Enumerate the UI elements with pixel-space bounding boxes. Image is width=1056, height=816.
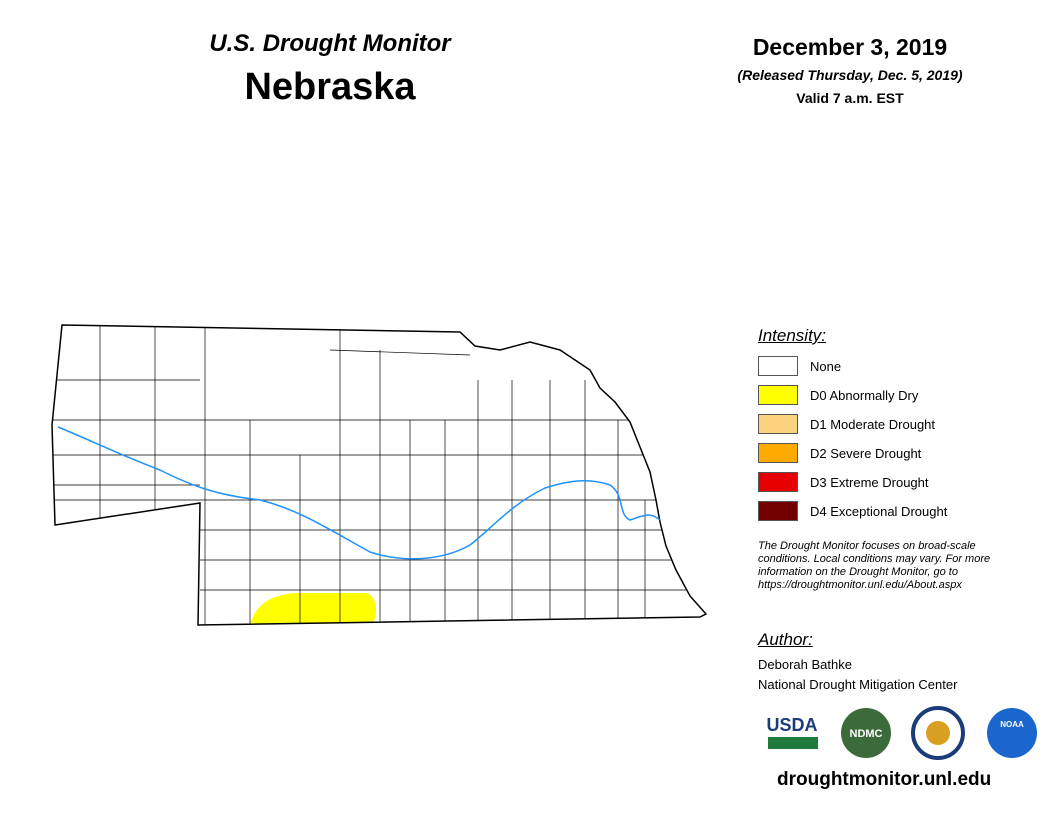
valid-time: Valid 7 a.m. EST [796,90,904,106]
legend-label: D1 Moderate Drought [810,416,936,432]
state-outline [51,324,708,626]
note-line: The Drought Monitor focuses on broad-sca… [758,540,976,552]
author-name: Deborah Bathke [758,657,852,672]
legend-title: Intensity: [758,326,827,345]
date: December 3, 2019 [752,34,948,60]
state-name: Nebraska [244,66,416,108]
county-lines [52,325,706,625]
legend-swatch [758,356,798,376]
logo-usda-bar [768,737,818,749]
logo-ndmc-text: NDMC [850,728,883,740]
author-title: Author: [758,630,813,649]
title: U.S. Drought Monitor [209,30,451,57]
legend-label: D0 Abnormally Dry [810,387,919,403]
legend-swatch [758,501,798,521]
legend-item: D4 Exceptional Drought [758,501,947,521]
legend-item: D1 Moderate Drought [758,414,935,434]
legend-swatch [758,472,798,492]
legend-item: D2 Severe Drought [758,443,921,463]
logo-commerce-inner [926,721,950,745]
legend-item: None [758,356,841,376]
logos: USDA NDMC NOAA [766,706,1037,760]
logo-ndmc [841,708,891,758]
note: The Drought Monitor focuses on broad-sca… [758,540,990,592]
legend-item: D3 Extreme Drought [758,472,929,492]
legend-label: None [810,358,842,374]
legend-label: D3 Extreme Drought [810,474,929,490]
river [57,426,661,560]
note-line: https://droughtmonitor.unl.edu/About.asp… [758,579,962,591]
map [51,324,708,626]
footer-url: droughtmonitor.unl.edu [777,769,992,790]
legend-swatch [758,414,798,434]
legend-swatch [758,385,798,405]
logo-usda: USDA [766,715,817,735]
legend-swatch [758,443,798,463]
note-line: conditions. Local conditions may vary. F… [758,553,991,565]
logo-noaa-text: NOAA [1000,720,1024,729]
legend-label: D2 Severe Drought [810,445,922,461]
logo-noaa [987,708,1037,758]
state-fill [52,325,706,625]
release-date: (Released Thursday, Dec. 5, 2019) [737,67,963,83]
note-line: information on the Drought Monitor, go t… [758,566,958,578]
legend-item: D0 Abnormally Dry [758,385,918,405]
d0-area [250,593,377,625]
author-org: National Drought Mitigation Center [758,677,958,692]
legend-label: D4 Exceptional Drought [810,503,948,519]
